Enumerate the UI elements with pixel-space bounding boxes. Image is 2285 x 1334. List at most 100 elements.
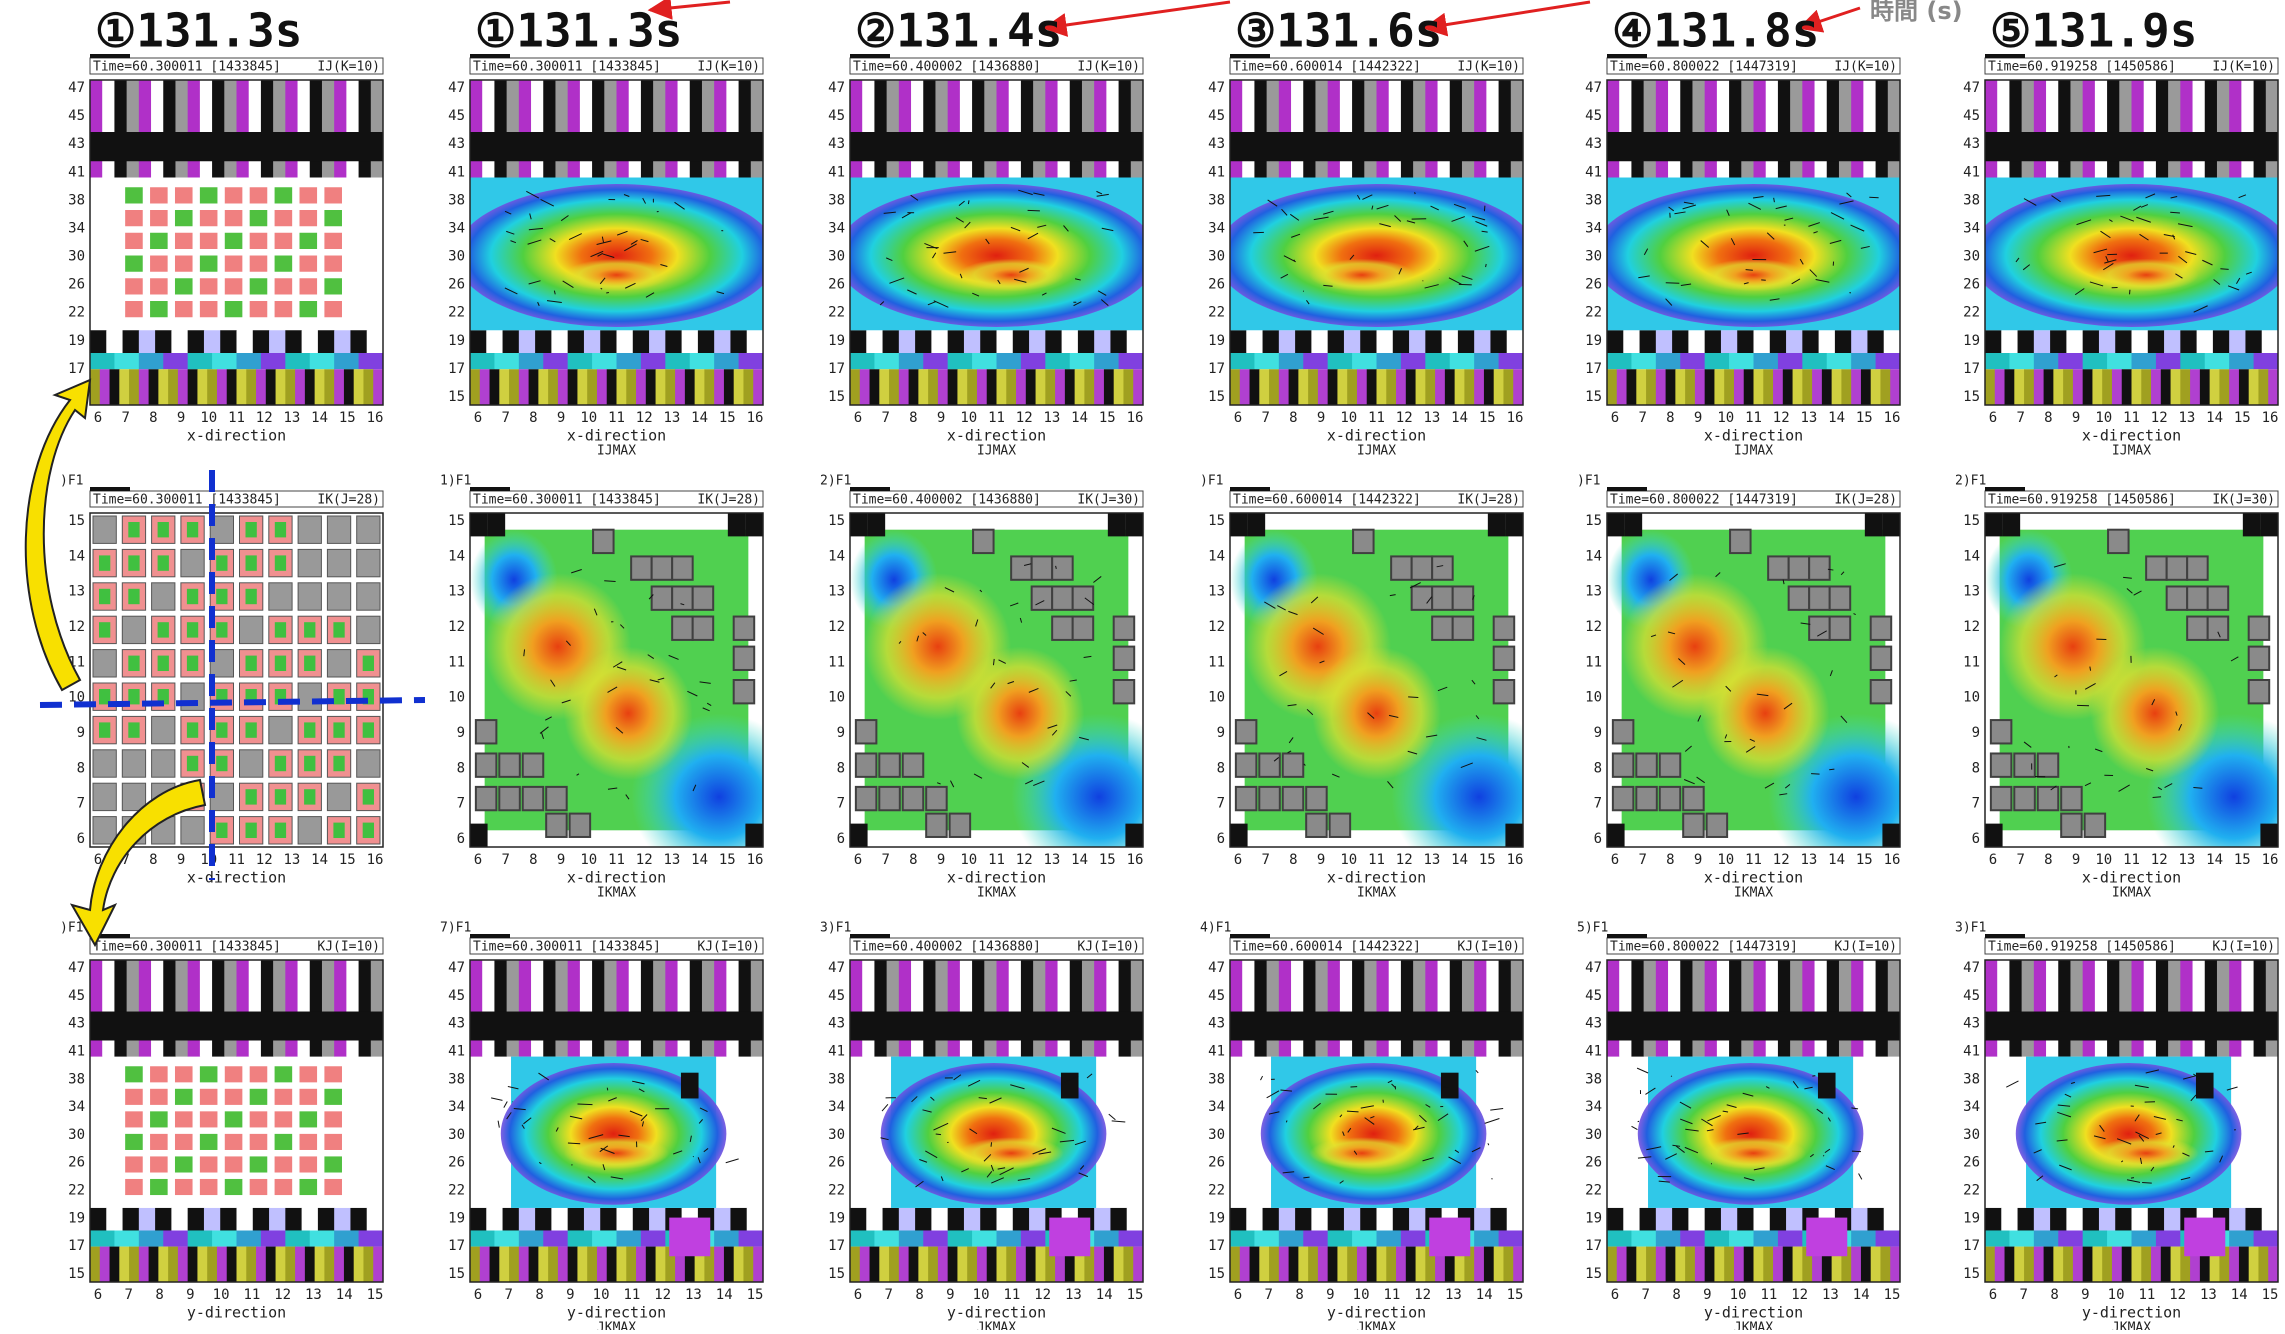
x-axis-sublabel: JKMAX (1357, 1321, 1396, 1331)
cell (250, 1089, 268, 1105)
mesh-band (2266, 960, 2279, 1057)
y-tick-label: 17 (1963, 1238, 1980, 1254)
y-tick-label: 47 (828, 960, 845, 976)
obstacle (1830, 586, 1851, 609)
x-axis-sublabel: IJMAX (2112, 444, 2151, 459)
mesh-band (2229, 80, 2242, 178)
mesh-band (972, 353, 997, 369)
mesh-band (739, 80, 752, 178)
y-tick-label: 6 (457, 831, 465, 847)
vector (2142, 1183, 2152, 1184)
obstacle (1613, 787, 1634, 810)
x-tick-label: 16 (1127, 410, 1144, 426)
mesh-band (960, 960, 973, 1057)
plot-area (1985, 960, 2279, 1282)
mesh-band (188, 353, 213, 369)
obstacle (1236, 787, 1257, 810)
y-tick-label: 13 (1585, 584, 1602, 600)
mesh-band (690, 80, 703, 178)
x-tick-label: 7 (501, 852, 509, 868)
obstacle (693, 586, 714, 609)
mesh-band (1386, 369, 1396, 405)
mesh-band (2034, 369, 2044, 405)
cell (150, 301, 168, 317)
mesh-band (1668, 80, 1681, 178)
mesh-band (1123, 1247, 1133, 1282)
panel: Time=60.800022 [1447319]IJ(K=10)47454341… (1585, 54, 1915, 459)
section-tag: KJ(I=10) (697, 940, 760, 955)
mesh-band (1425, 369, 1435, 405)
mesh-band (1062, 330, 1079, 353)
corner-block (1882, 824, 1900, 847)
field-blob (835, 184, 1157, 327)
x-axis-label: y-direction (1327, 1304, 1426, 1322)
dark-column (2196, 1073, 2214, 1099)
x-tick-label: 13 (1800, 410, 1817, 426)
dark-column (1818, 1073, 1836, 1099)
x-tick-label: 11 (1368, 410, 1385, 426)
cell-core (333, 756, 344, 771)
mesh-band (123, 330, 140, 353)
y-tick-label: 41 (1963, 1043, 1980, 1059)
mesh-band (1026, 369, 1036, 405)
mesh-band (334, 960, 347, 1057)
mesh-band (129, 1247, 139, 1282)
obstacle (1809, 556, 1830, 579)
mesh-band (1462, 960, 1475, 1057)
plot-area (1215, 80, 1537, 405)
x-tick-label: 12 (2151, 852, 2168, 868)
y-tick-label: 41 (828, 1043, 845, 1059)
mesh-band (948, 1230, 973, 1246)
x-tick-label: 9 (557, 852, 565, 868)
x-tick-label: 13 (283, 852, 300, 868)
x-tick-label: 10 (1340, 852, 1357, 868)
mesh-band (139, 1230, 164, 1246)
time-stamp: Time=60.300011 [1433845] (93, 940, 281, 955)
obstacle (1707, 814, 1728, 837)
x-tick-label: 9 (1694, 852, 1702, 868)
mesh-band (315, 369, 325, 405)
mesh-band (2171, 369, 2181, 405)
purple-block (1806, 1218, 1847, 1257)
y-tick-label: 26 (1208, 1155, 1225, 1171)
field-blob (1215, 184, 1537, 327)
field-blob (1970, 184, 2285, 327)
mesh-band (1619, 960, 1632, 1057)
mesh-band (1802, 960, 1815, 1057)
mesh-band (2034, 1208, 2051, 1231)
y-tick-label: 13 (1963, 584, 1980, 600)
mesh-band (1464, 369, 1474, 405)
x-tick-label: 11 (988, 852, 1005, 868)
x-tick-label: 10 (1717, 410, 1734, 426)
mesh-band (1295, 330, 1312, 353)
y-tick-label: 30 (1963, 1127, 1980, 1143)
obstacle (856, 753, 877, 776)
mesh-band (587, 1247, 597, 1282)
x-axis-label: y-direction (2082, 1304, 2181, 1322)
obstacle (1259, 753, 1280, 776)
mesh-band (568, 1230, 593, 1246)
x-tick-label: 15 (1099, 852, 1116, 868)
mesh-band (1474, 1230, 1499, 1246)
mesh-band (1240, 369, 1250, 405)
cell (299, 1156, 317, 1172)
obstacle (903, 753, 924, 776)
x-axis-label: x-direction (2082, 869, 2181, 887)
mesh-band (503, 330, 520, 353)
y-tick-label: 34 (1208, 220, 1225, 236)
mesh-band (318, 1208, 335, 1231)
mesh-band (1254, 1230, 1279, 1246)
mesh-band (918, 1247, 928, 1282)
cell (275, 256, 293, 272)
panel: Time=60.919258 [1450586]IK(J=30)2)F11514… (1955, 474, 2285, 901)
mesh-band (1036, 1247, 1046, 1282)
mesh-band (163, 80, 176, 178)
mesh-band (197, 369, 207, 405)
y-tick-label: 9 (457, 725, 465, 741)
x-tick-label: 15 (367, 1287, 384, 1303)
mesh-band (957, 1247, 967, 1282)
time-stamp: Time=60.400002 [1436880] (853, 940, 1041, 955)
x-axis-label: y-direction (1704, 1304, 1803, 1322)
mesh-band (751, 80, 764, 178)
mesh-band (548, 369, 558, 405)
